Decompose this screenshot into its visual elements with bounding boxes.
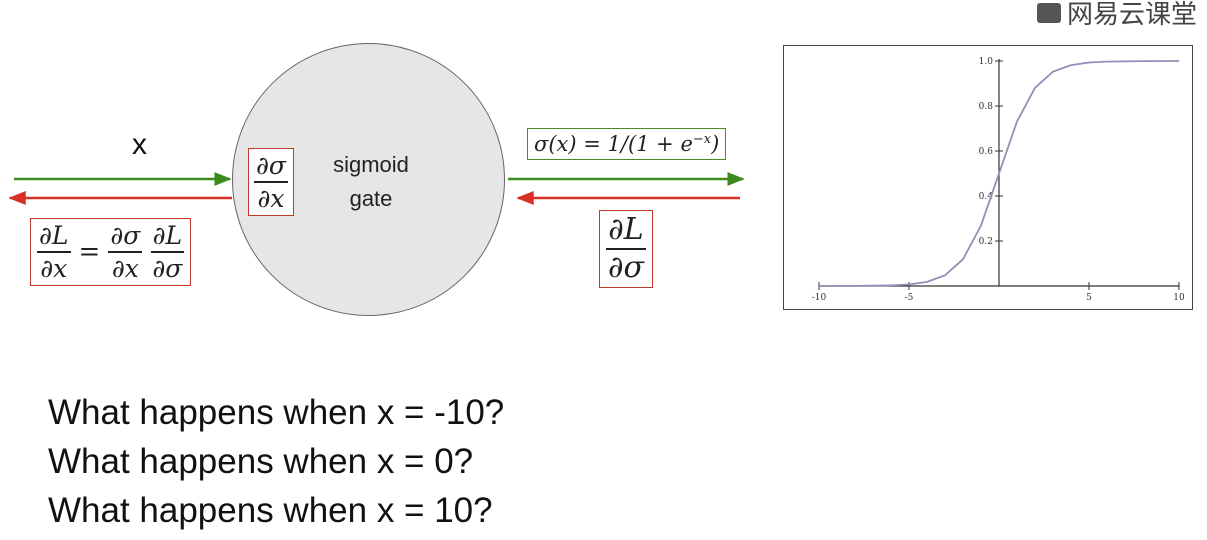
chain-local-num: ∂σ xyxy=(108,223,143,253)
x-tick-label: 5 xyxy=(1086,293,1092,303)
sigmoid-plot: -10 -5 5 10 0.2 0.4 0.6 0.8 1.0 xyxy=(812,57,1185,303)
gate-label: sigmoid gate xyxy=(333,152,409,211)
y-tick-label: 0.8 xyxy=(979,102,994,112)
sigmoid-formula-exponent: −x xyxy=(692,132,712,147)
sigmoid-formula-box: σ(x) = 1/(1 + e−x) xyxy=(527,128,727,160)
sigmoid-formula: σ(x) = 1/(1 + e xyxy=(534,132,693,156)
chain-equals: = xyxy=(78,237,101,267)
upstream-grad-num: ∂L xyxy=(606,215,646,250)
y-tick-label: 0.2 xyxy=(979,237,993,247)
question-1: What happens when x = -10? xyxy=(48,393,505,432)
chain-rule-box: ∂L ∂x = ∂σ ∂x ∂L ∂σ xyxy=(30,218,192,286)
upstream-grad-den: ∂σ xyxy=(608,250,644,285)
question-2: What happens when x = 0? xyxy=(48,442,474,481)
y-tick-label: 1.0 xyxy=(979,57,994,67)
chain-upstream: ∂L ∂σ xyxy=(150,223,185,283)
upstream-gradient-fraction: ∂L ∂σ xyxy=(606,215,646,283)
x-tick-label: -5 xyxy=(905,293,914,303)
chain-local-den: ∂x xyxy=(111,254,139,283)
x-tick-label: 10 xyxy=(1173,293,1185,303)
chain-local: ∂σ ∂x xyxy=(108,223,143,283)
logo-icon xyxy=(1036,2,1061,23)
question-3: What happens when x = 10? xyxy=(48,491,493,530)
chain-lhs: ∂L ∂x xyxy=(37,223,71,281)
local-grad-num: ∂σ xyxy=(254,153,288,183)
sigmoid-plot-frame: -10 -5 5 10 0.2 0.4 0.6 0.8 1.0 xyxy=(783,45,1193,310)
chain-lhs-num: ∂L xyxy=(37,223,71,253)
upstream-gradient-box: ∂L ∂σ xyxy=(599,210,653,288)
watermark-text: 网易云课堂 xyxy=(1066,0,1197,30)
y-tick-label: 0.6 xyxy=(979,147,994,157)
watermark: 网易云课堂 xyxy=(1036,0,1197,31)
chain-upstream-num: ∂L xyxy=(150,223,185,253)
sigmoid-formula-tail: ) xyxy=(711,132,720,156)
sigmoid-curve xyxy=(818,60,1180,287)
x-tick-label: -10 xyxy=(812,293,827,303)
local-grad-den: ∂x xyxy=(257,184,285,213)
input-x-label: x xyxy=(132,128,147,161)
chain-lhs-den: ∂x xyxy=(40,254,68,283)
y-tick-label: 0.4 xyxy=(979,192,994,202)
local-gradient-box: ∂σ ∂x xyxy=(248,148,294,216)
chain-upstream-den: ∂σ xyxy=(152,254,183,283)
local-gradient-fraction: ∂σ ∂x xyxy=(254,153,288,211)
